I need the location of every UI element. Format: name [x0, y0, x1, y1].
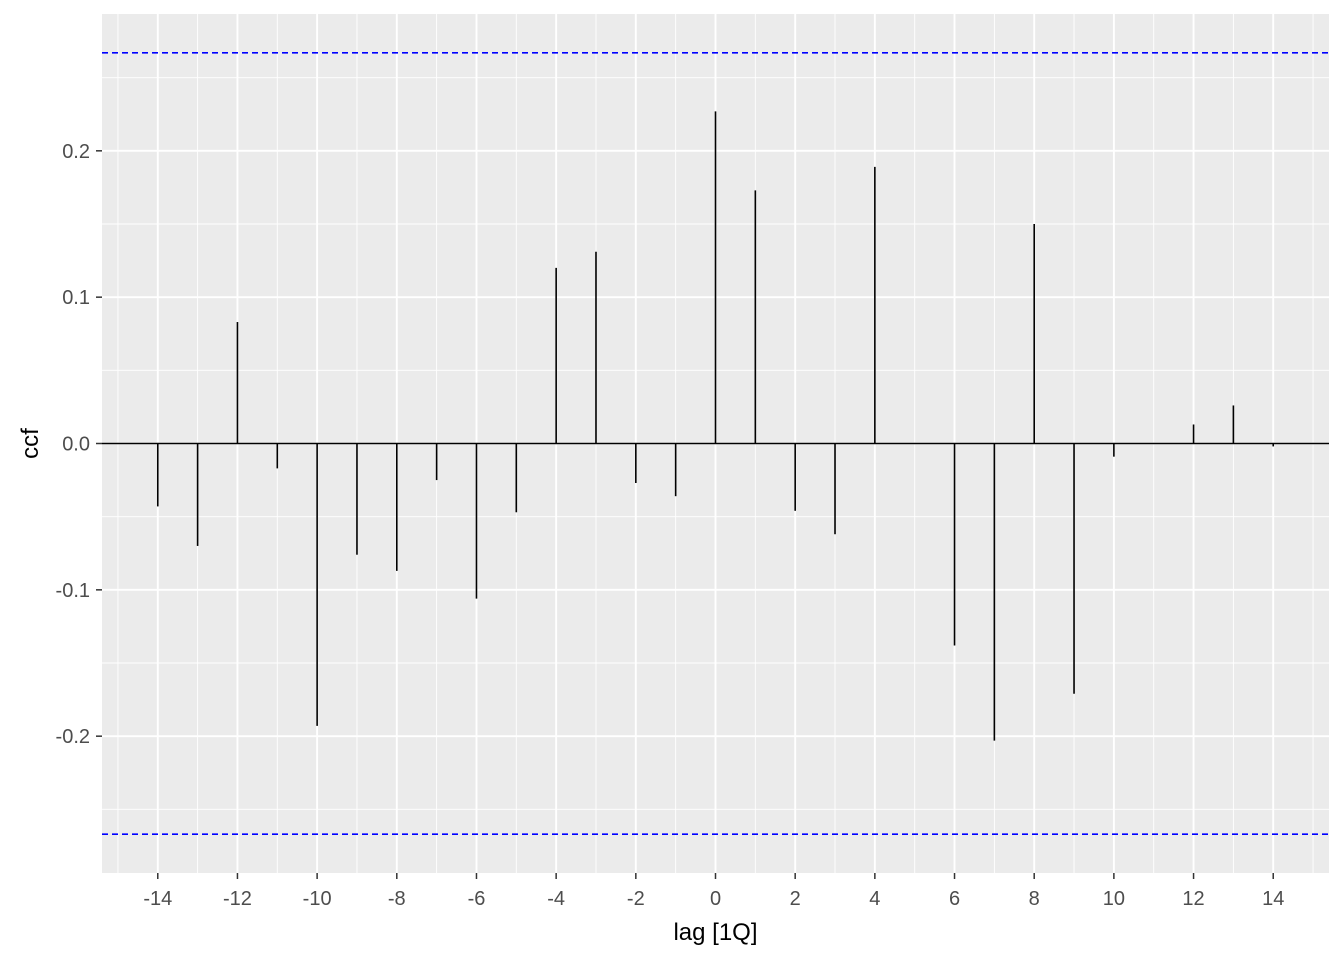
- y-tick-label: 0.1: [62, 287, 90, 309]
- y-tick-labels: -0.2 -0.1 0.0 0.1 0.2: [56, 141, 90, 748]
- ccf-spikes: [102, 111, 1329, 741]
- y-tick-label: 0.2: [62, 141, 90, 163]
- x-tick-label: 14: [1262, 888, 1284, 910]
- x-tick-label: -12: [223, 888, 252, 910]
- x-tick-label: 10: [1103, 888, 1125, 910]
- x-tick-label: 12: [1182, 888, 1204, 910]
- x-tick-label: -8: [388, 888, 406, 910]
- y-tick-label: 0.0: [62, 434, 90, 456]
- y-axis-title: ccf: [17, 428, 44, 459]
- x-tick-label: -4: [547, 888, 565, 910]
- x-tick-label: -14: [143, 888, 172, 910]
- y-tick-label: -0.2: [56, 726, 90, 748]
- confidence-bounds: [102, 51, 1329, 836]
- x-tick-label: -2: [627, 888, 645, 910]
- x-tick-label: 8: [1029, 888, 1040, 910]
- axis-ticks: [96, 150, 1274, 879]
- x-tick-label: 0: [710, 888, 721, 910]
- x-tick-label: 4: [869, 888, 880, 910]
- x-tick-labels: -14 -12 -10 -8 -6 -4 -2 0 2 4 6 8 10 12 14: [143, 888, 1284, 910]
- x-tick-label: -6: [468, 888, 486, 910]
- x-tick-label: 2: [790, 888, 801, 910]
- y-tick-label: -0.1: [56, 580, 90, 602]
- x-tick-label: 6: [949, 888, 960, 910]
- x-tick-label: -10: [303, 888, 332, 910]
- x-axis-title: lag [1Q]: [673, 919, 757, 946]
